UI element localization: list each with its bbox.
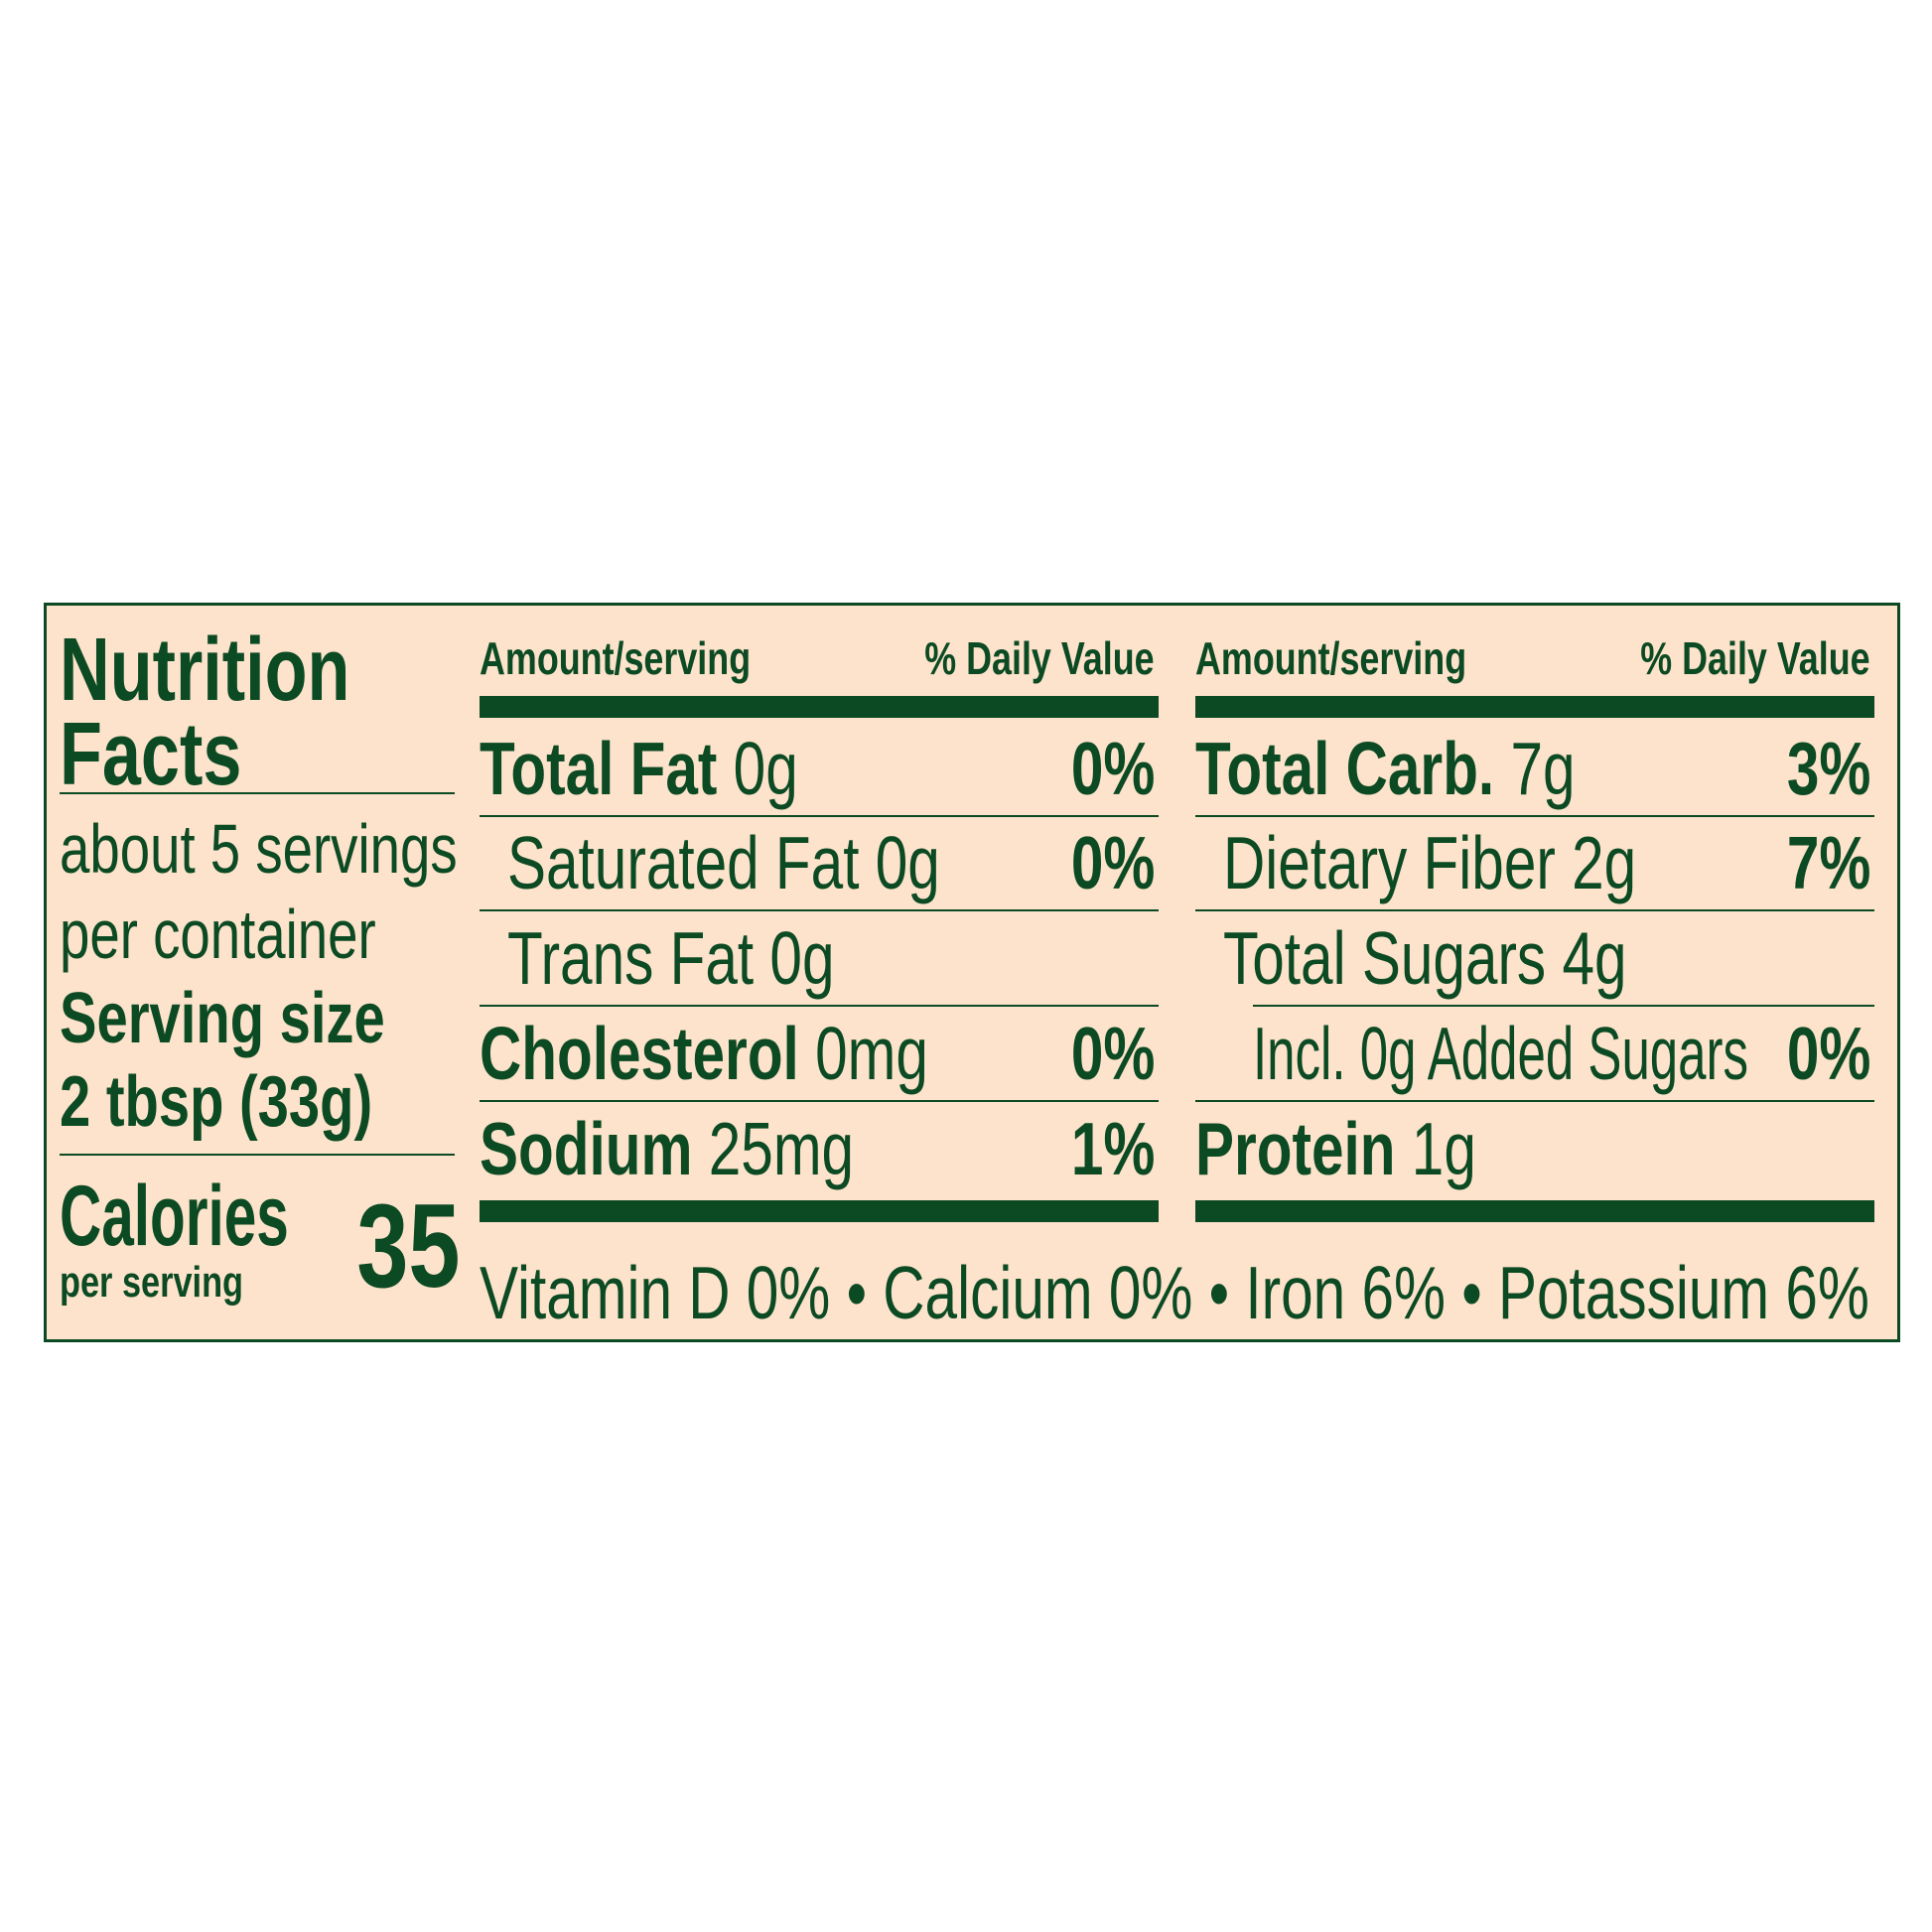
- nutrient-name: Trans Fat: [507, 916, 755, 1000]
- nutrient-row: Total Fat 0g: [480, 732, 798, 806]
- servings-line1: about 5 servings: [60, 810, 458, 888]
- nutrient-amount: 0g: [769, 916, 835, 1000]
- nutrient-amount: 25mg: [708, 1107, 855, 1190]
- serving-size-value: 2 tbsp (33g): [60, 1062, 373, 1142]
- nutrient-row: Saturated Fat 0g: [507, 826, 940, 900]
- nutrient-amount: 0g: [733, 727, 798, 810]
- nutrient-name: Saturated Fat: [507, 821, 860, 904]
- thick-bar: [1195, 1200, 1874, 1222]
- calories-sub: per serving: [60, 1258, 244, 1307]
- header-amount: Amount/serving: [480, 632, 752, 684]
- servings-line2: per container: [60, 896, 376, 973]
- daily-value: 3%: [1786, 727, 1870, 810]
- title-line1: Nutrition: [60, 621, 350, 720]
- nutrient-amount: 0mg: [815, 1012, 928, 1095]
- row-divider: [480, 1005, 1159, 1007]
- title-line2: Facts: [60, 705, 242, 804]
- calories-value: 35: [355, 1179, 460, 1312]
- nutrient-name: Incl. 0g Added Sugars: [1253, 1012, 1749, 1095]
- nutrient-name: Cholesterol: [480, 1012, 799, 1095]
- nutrient-amount: 0g: [875, 821, 940, 904]
- daily-value: 7%: [1786, 821, 1870, 904]
- nutrient-amount: 7g: [1510, 727, 1576, 810]
- daily-value: 0%: [1070, 727, 1155, 810]
- vitamins-minerals: Vitamin D 0% • Calcium 0% • Iron 6% • Po…: [480, 1251, 1869, 1334]
- nutrient-amount: 1g: [1411, 1107, 1476, 1190]
- row-divider: [1195, 1100, 1874, 1102]
- nutrient-row: Trans Fat 0g: [507, 921, 834, 996]
- nutrient-row: Incl. 0g Added Sugars: [1253, 1017, 1748, 1091]
- nutrient-name: Protein: [1195, 1107, 1396, 1190]
- nutrient-row: Sodium 25mg: [480, 1112, 854, 1186]
- nutrient-row: Total Carb. 7g: [1195, 732, 1576, 806]
- row-divider: [480, 1100, 1159, 1102]
- nutrient-amount: 4g: [1562, 916, 1627, 1000]
- header-daily-value: % Daily Value: [1640, 632, 1870, 684]
- thick-bar: [1195, 696, 1874, 718]
- nutrient-amount: 2g: [1572, 821, 1637, 904]
- thick-bar: [480, 696, 1159, 718]
- nutrient-row: Dietary Fiber 2g: [1223, 826, 1636, 900]
- nutrient-name: Dietary Fiber: [1223, 821, 1556, 904]
- nutrient-row: Protein 1g: [1195, 1112, 1476, 1186]
- row-divider: [480, 909, 1159, 911]
- daily-value: 0%: [1786, 1012, 1870, 1095]
- divider: [60, 1154, 455, 1156]
- daily-value: 0%: [1070, 1012, 1155, 1095]
- nutrient-name: Total Carb.: [1195, 727, 1495, 810]
- calories-label: Calories: [60, 1169, 289, 1264]
- nutrient-name: Total Sugars: [1223, 916, 1547, 1000]
- nutrient-row: Total Sugars 4g: [1223, 921, 1627, 996]
- header-amount: Amount/serving: [1195, 632, 1467, 684]
- nutrient-name: Total Fat: [480, 727, 718, 810]
- header-daily-value: % Daily Value: [924, 632, 1155, 684]
- row-divider: [1253, 1005, 1874, 1007]
- nutrition-facts-label: Nutrition Facts about 5 servings per con…: [44, 603, 1900, 1342]
- daily-value: 1%: [1070, 1107, 1155, 1190]
- serving-size-label: Serving size: [60, 979, 385, 1058]
- nutrient-name: Sodium: [480, 1107, 693, 1190]
- daily-value: 0%: [1070, 821, 1155, 904]
- row-divider: [480, 815, 1159, 817]
- row-divider: [1195, 815, 1874, 817]
- divider: [60, 792, 455, 794]
- row-divider: [1195, 909, 1874, 911]
- thick-bar: [480, 1200, 1159, 1222]
- nutrient-row: Cholesterol 0mg: [480, 1017, 928, 1091]
